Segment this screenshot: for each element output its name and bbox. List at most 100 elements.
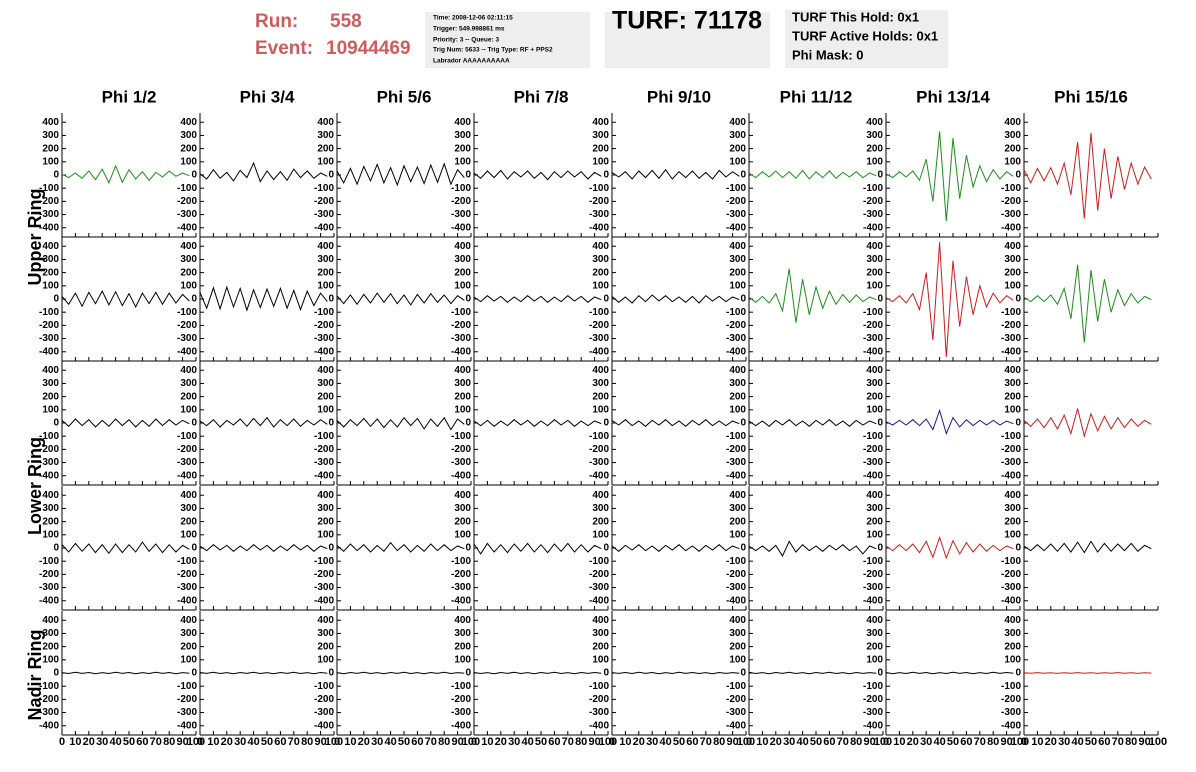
run-label: Run: xyxy=(255,11,298,32)
y-tick-label: -200 xyxy=(177,569,197,580)
y-tick-label: -200 xyxy=(314,320,334,331)
waveform xyxy=(885,242,1014,358)
y-tick-label: -200 xyxy=(589,196,609,207)
y-tick-label: 400 xyxy=(454,365,471,376)
y-tick-label: 300 xyxy=(42,254,59,265)
y-tick-label: -300 xyxy=(314,582,334,593)
y-tick-label: 400 xyxy=(454,490,471,501)
y-tick-label: 200 xyxy=(866,143,883,154)
y-tick-label: -300 xyxy=(314,707,334,718)
y-tick-label: -200 xyxy=(451,444,471,455)
y-tick-label: -300 xyxy=(177,582,197,593)
x-tick-label: 50 xyxy=(398,736,410,748)
y-tick-label: 0 xyxy=(53,418,59,429)
x-tick-label: 70 xyxy=(425,736,437,748)
y-tick-label: 100 xyxy=(180,654,197,665)
waveform xyxy=(885,408,1014,436)
y-tick-label: 100 xyxy=(454,280,471,291)
y-tick-label: -300 xyxy=(39,333,59,344)
y-tick-label: -300 xyxy=(589,582,609,593)
y-tick-label: 300 xyxy=(1004,503,1021,514)
y-tick-label: -100 xyxy=(726,556,746,567)
x-tick-label: 90 xyxy=(863,736,875,748)
y-tick-label: 400 xyxy=(42,241,59,252)
y-tick-label: -400 xyxy=(589,595,609,606)
y-tick-label: -400 xyxy=(589,346,609,357)
y-tick-label: 400 xyxy=(180,490,197,501)
y-tick-label: 100 xyxy=(454,529,471,540)
x-tick-label: 40 xyxy=(933,736,945,748)
y-tick-label: -300 xyxy=(726,209,746,220)
waveform xyxy=(611,419,740,427)
x-tick-label: 40 xyxy=(796,736,808,748)
y-tick-label: 0 xyxy=(877,543,883,554)
y-tick-label: -100 xyxy=(726,183,746,194)
y-tick-label: 300 xyxy=(454,503,471,514)
y-tick-label: -100 xyxy=(589,307,609,318)
x-tick-label: 90 xyxy=(1138,736,1150,748)
x-tick-label: 40 xyxy=(247,736,259,748)
x-tick-label: 20 xyxy=(1045,736,1057,748)
column-header: Phi 3/4 xyxy=(240,87,295,106)
y-tick-label: 0 xyxy=(53,668,59,679)
y-tick-label: 300 xyxy=(729,254,746,265)
x-tick-label: 40 xyxy=(109,736,121,748)
y-tick-label: -100 xyxy=(177,431,197,442)
x-tick-label: 30 xyxy=(508,736,520,748)
y-tick-label: 200 xyxy=(592,391,609,402)
y-tick-label: 400 xyxy=(592,365,609,376)
y-tick-label: 300 xyxy=(729,503,746,514)
y-tick-label: -200 xyxy=(589,569,609,580)
y-tick-label: -400 xyxy=(177,470,197,481)
info-line: Labrador AAAAAAAAAA xyxy=(433,58,510,65)
y-tick-label: 300 xyxy=(454,378,471,389)
y-tick-label: -100 xyxy=(451,307,471,318)
y-tick-label: -300 xyxy=(39,209,59,220)
y-tick-label: -200 xyxy=(451,569,471,580)
x-tick-label: 100 xyxy=(737,736,755,748)
y-tick-label: 200 xyxy=(729,641,746,652)
x-tick-label: 100 xyxy=(1149,736,1167,748)
y-tick-label: -100 xyxy=(589,183,609,194)
y-tick-label: 300 xyxy=(1004,378,1021,389)
y-tick-label: -100 xyxy=(177,556,197,567)
column-header: Phi 7/8 xyxy=(514,87,569,106)
y-tick-label: -200 xyxy=(314,444,334,455)
y-tick-label: 400 xyxy=(729,241,746,252)
y-tick-label: 400 xyxy=(592,117,609,128)
y-tick-label: -400 xyxy=(314,346,334,357)
x-tick-label: 30 xyxy=(371,736,383,748)
y-tick-label: 300 xyxy=(592,378,609,389)
y-tick-label: 400 xyxy=(866,241,883,252)
y-tick-label: 0 xyxy=(877,418,883,429)
waveform xyxy=(61,164,190,185)
x-tick-label: 100 xyxy=(874,736,892,748)
y-tick-label: 0 xyxy=(1015,170,1021,181)
y-tick-label: 100 xyxy=(866,280,883,291)
turf-info: TURF This Hold: 0x1 xyxy=(792,9,919,24)
y-tick-label: 200 xyxy=(180,391,197,402)
y-tick-label: -200 xyxy=(726,694,746,705)
x-tick-label: 50 xyxy=(1085,736,1097,748)
x-tick-label: 0 xyxy=(1021,736,1027,748)
y-tick-label: 100 xyxy=(729,404,746,415)
info-line: Time: 2008-12-06 02:11:15 xyxy=(433,15,513,22)
y-tick-label: 0 xyxy=(603,668,609,679)
y-tick-label: 100 xyxy=(866,654,883,665)
y-tick-label: 200 xyxy=(317,391,334,402)
y-tick-label: 300 xyxy=(180,378,197,389)
x-tick-label: 40 xyxy=(1071,736,1083,748)
y-tick-label: -400 xyxy=(726,470,746,481)
y-tick-label: -200 xyxy=(589,694,609,705)
x-tick-label: 60 xyxy=(136,736,148,748)
y-tick-label: 100 xyxy=(1004,156,1021,167)
waveform xyxy=(885,671,1014,675)
y-tick-label: 100 xyxy=(1004,404,1021,415)
waveform xyxy=(748,169,877,180)
x-tick-label: 60 xyxy=(960,736,972,748)
y-tick-label: 300 xyxy=(42,378,59,389)
y-tick-label: 100 xyxy=(42,156,59,167)
y-tick-label: -100 xyxy=(314,556,334,567)
y-tick-label: 0 xyxy=(465,418,471,429)
y-tick-label: -100 xyxy=(863,183,883,194)
